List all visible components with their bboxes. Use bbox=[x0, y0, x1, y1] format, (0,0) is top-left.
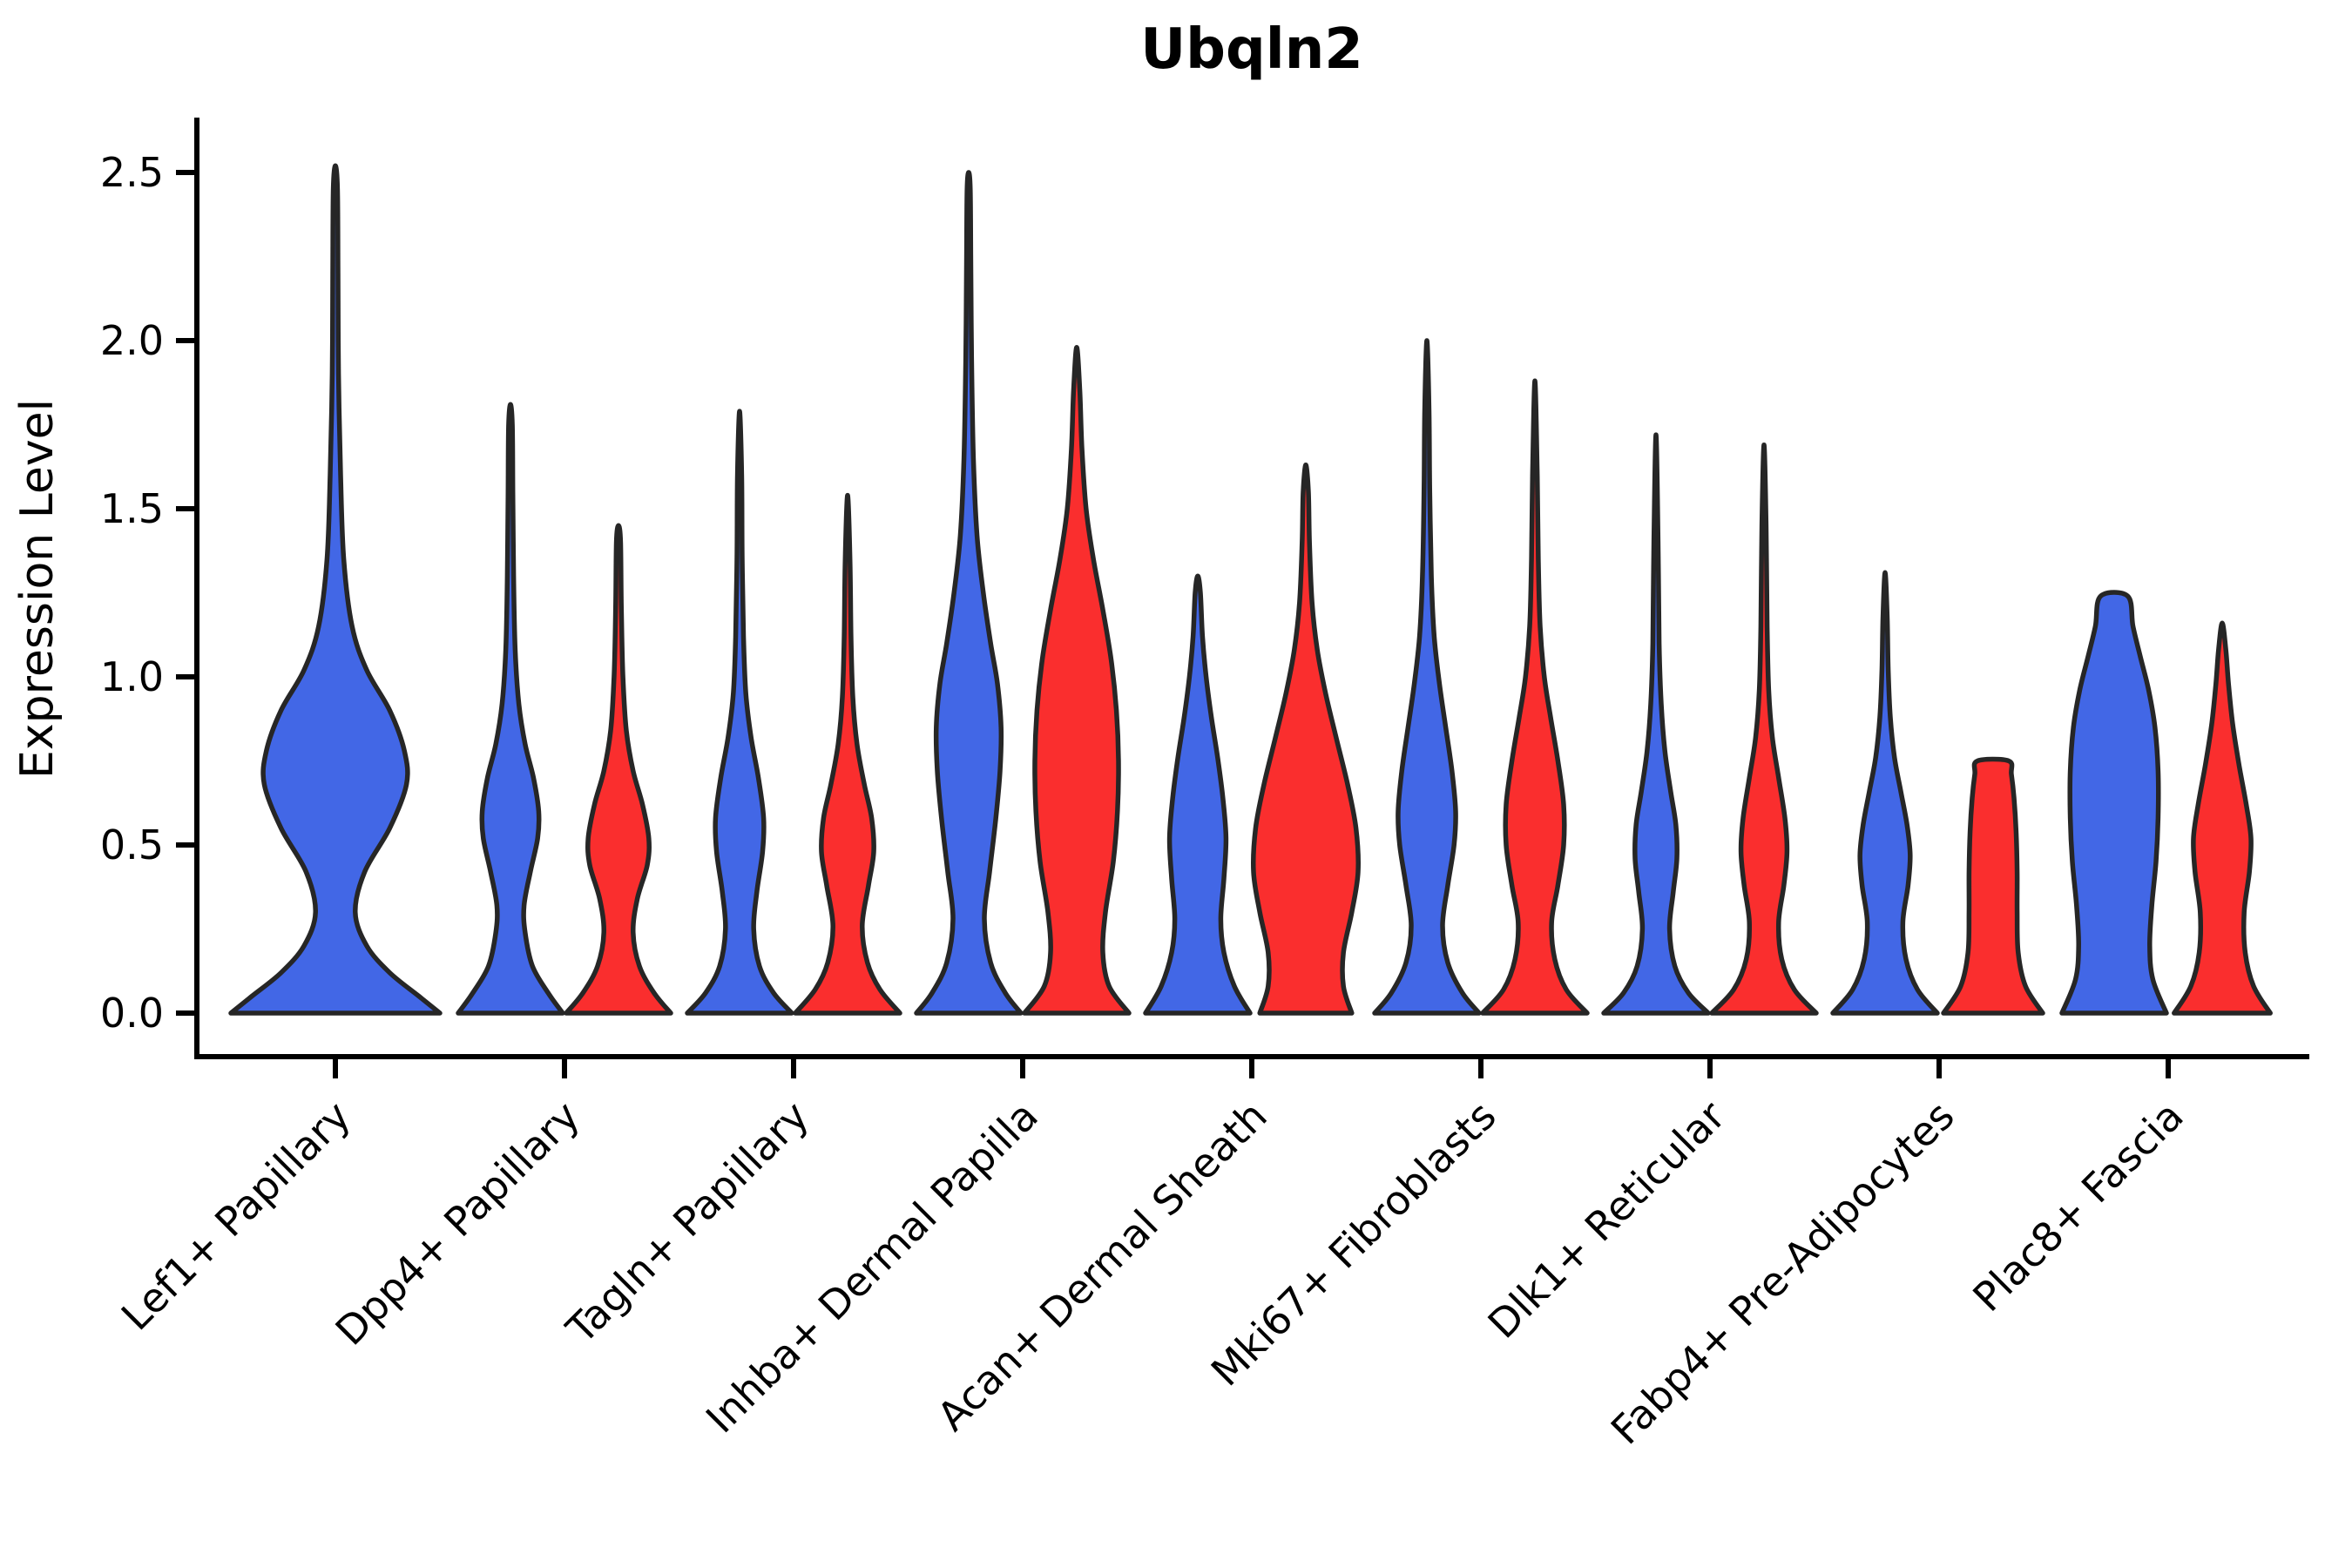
violin-mki67-fibroblasts-red bbox=[1480, 378, 1590, 1016]
violin-dlk1-reticular-blue bbox=[1601, 432, 1711, 1016]
y-tick-label-2.0: 2.0 bbox=[100, 317, 164, 364]
violin-mki67-fibroblasts-blue bbox=[1372, 338, 1482, 1016]
violin-acan-dermal-sheath-red bbox=[1251, 463, 1361, 1016]
violin-plac8-fascia-red bbox=[2172, 620, 2273, 1016]
violin-fabp4-pre-adipocytes-blue bbox=[1830, 570, 1940, 1016]
violin-plac8-fascia-blue bbox=[2059, 590, 2169, 1016]
y-axis-ticks: 0.0 0.5 1.0 1.5 2.0 2.5 bbox=[100, 149, 197, 1037]
violin-dlk1-reticular-red bbox=[1709, 442, 1819, 1016]
y-tick-label-0.5: 0.5 bbox=[100, 821, 164, 868]
y-tick-label-2.5: 2.5 bbox=[100, 149, 164, 196]
violin-series-layer bbox=[228, 163, 2273, 1016]
y-axis-label: Expression Level bbox=[11, 399, 64, 779]
violin-acan-dermal-sheath-blue bbox=[1143, 573, 1253, 1016]
violin-fabp4-pre-adipocytes-red bbox=[1941, 756, 2045, 1016]
violin-tagln-papillary-red bbox=[793, 492, 902, 1016]
violin-inhba-dermal-papilla-red bbox=[1022, 344, 1132, 1016]
violin-tagln-papillary-blue bbox=[685, 409, 794, 1016]
violin-dpp4-papillary-red bbox=[564, 523, 673, 1016]
y-tick-label-1.5: 1.5 bbox=[100, 485, 164, 532]
y-tick-label-1.0: 1.0 bbox=[100, 653, 164, 700]
chart-title: Ubqln2 bbox=[1140, 17, 1363, 82]
violin-lef1-papillary-blue bbox=[228, 163, 443, 1016]
violin-dpp4-papillary-blue bbox=[456, 402, 565, 1016]
y-tick-label-0.0: 0.0 bbox=[100, 990, 164, 1037]
violin-inhba-dermal-papilla-blue bbox=[914, 170, 1024, 1016]
